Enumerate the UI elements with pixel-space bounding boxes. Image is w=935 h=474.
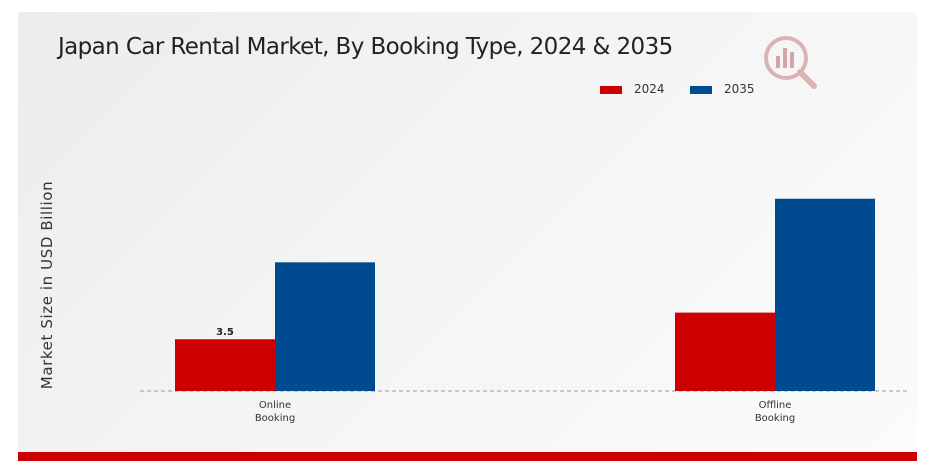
x-tick-label-online-booking: Online Booking [255,400,295,424]
chart-title: Japan Car Rental Market, By Booking Type… [58,34,673,60]
x-tick-label-offline-booking: Offline Booking [755,400,795,424]
bar-2035-offline-booking [775,198,875,391]
data-label-2024-online-booking: 3.5 [216,327,234,338]
legend-swatch-2024 [600,86,622,94]
bar-2024-offline-booking [675,312,775,391]
magnifier-bar-chart-logo-icon [764,36,817,89]
accent-bottom-bar [18,452,917,461]
legend-label-2024: 2024 [634,82,665,96]
legend-label-2035: 2035 [724,82,755,96]
bar-2035-online-booking [275,262,375,391]
bar-2024-online-booking [175,339,275,391]
legend-swatch-2035 [690,86,712,94]
